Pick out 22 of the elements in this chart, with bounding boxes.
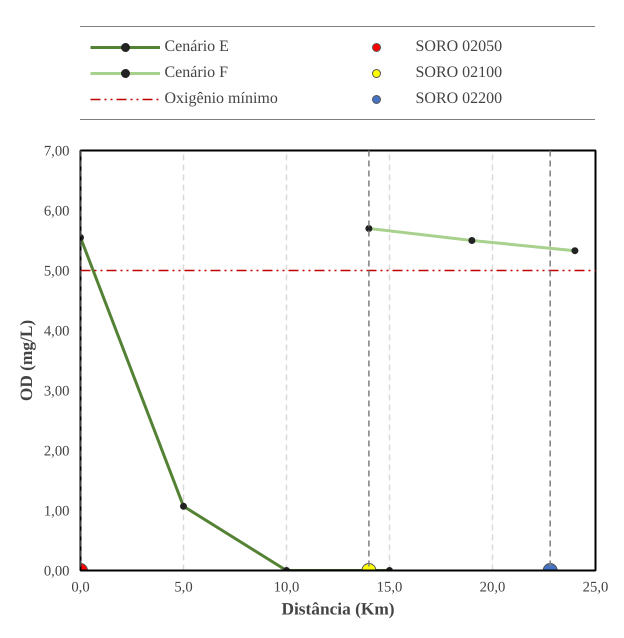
y-tick-label: 7,00 xyxy=(44,144,70,160)
legend-label: SORO 02200 xyxy=(416,90,504,108)
y-tick-label: 4,00 xyxy=(44,324,70,340)
x-tick-label: 20,0 xyxy=(480,580,506,596)
y-tick-label: 3,00 xyxy=(44,384,70,400)
y-tick-label: 1,00 xyxy=(44,504,70,520)
y-tick-label: 5,00 xyxy=(44,264,70,280)
x-tick-label: 0,0 xyxy=(71,580,90,596)
legend-label: Cenário E xyxy=(164,38,230,56)
x-tick-label: 25,0 xyxy=(582,580,608,596)
x-tick-label: 15,0 xyxy=(376,580,402,596)
legend-label: SORO 02050 xyxy=(416,38,504,56)
x-tick-label: 5,0 xyxy=(174,580,193,596)
y-tick-label: 6,00 xyxy=(44,204,70,220)
y-tick-label: 0,00 xyxy=(44,564,70,580)
legend-label: Oxigênio mínimo xyxy=(164,90,279,108)
x-tick-label: 10,0 xyxy=(274,580,300,596)
legend-label: Cenário F xyxy=(164,64,230,82)
y-axis-title: OD (mg/L) xyxy=(16,320,36,402)
legend-label: SORO 02100 xyxy=(416,64,504,82)
x-axis-title: Distância (Km) xyxy=(281,600,395,618)
y-tick-label: 2,00 xyxy=(44,444,70,460)
